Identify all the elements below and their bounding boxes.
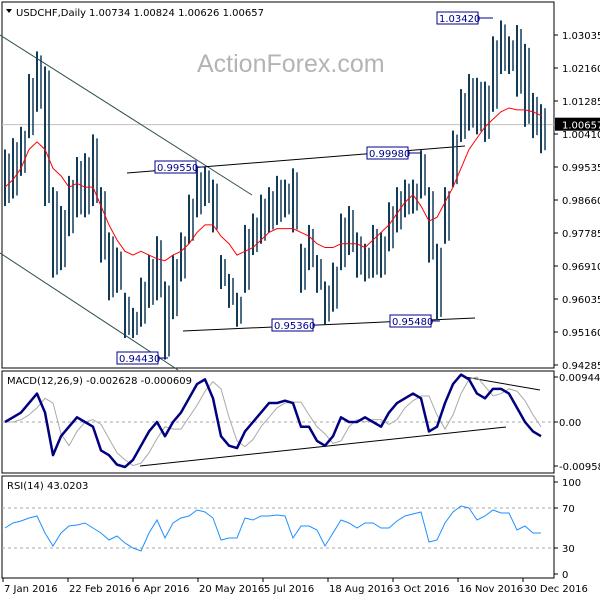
price-tick-label: 0.95160 — [562, 328, 600, 339]
annotation-099550: 0.99550 — [157, 163, 198, 174]
date-tick-label: 16 Nov 2016 — [459, 584, 523, 595]
macd-tick-label: 0.00 — [559, 418, 581, 429]
annotation-095360: 0.95360 — [274, 321, 315, 332]
axes: 1.03035 1.02160 1.01285 1.00410 0.99535 0.986… — [2, 31, 600, 595]
price-layer: 1.03420 0.99550 0.99980 0.95360 0.95480 0.944… — [0, 11, 554, 371]
price-tick-label: 0.98660 — [562, 196, 600, 207]
date-tick-label: 6 Apr 2016 — [134, 584, 189, 595]
macd-line — [4, 373, 542, 469]
macd-tick-label: -0.009588 — [559, 462, 600, 473]
dropdown-triangle-icon[interactable] — [6, 9, 12, 13]
annotation-095480-box — [389, 314, 432, 328]
price-tick-label: 0.96035 — [562, 295, 600, 306]
macd-tick-label: 0.009446 — [559, 373, 600, 384]
macd-resistance-line — [464, 376, 541, 391]
macd-support-line — [139, 426, 507, 467]
annotation-095360-box — [271, 318, 314, 332]
rsi-tick-label: 30 — [562, 544, 575, 555]
rsi-line — [4, 505, 541, 552]
rsi-title: RSI(14) 43.0203 — [7, 481, 88, 492]
date-tick-label: 3 Oct 2016 — [394, 584, 449, 595]
date-tick-label: 30 Dec 2016 — [524, 584, 588, 595]
date-tick-label: 18 Aug 2016 — [329, 584, 393, 595]
annotation-094430-box — [116, 351, 159, 365]
sma-line — [4, 107, 542, 262]
date-tick-label: 7 Jan 2016 — [4, 584, 58, 595]
channel-upper-line — [0, 34, 253, 196]
annotation-099980: 0.99980 — [369, 149, 410, 160]
price-tick-label: 1.01285 — [562, 97, 600, 108]
annotation-high-box — [436, 11, 479, 25]
date-tick-label: 22 Feb 2016 — [69, 584, 131, 595]
price-tick-label: 0.94285 — [562, 361, 600, 372]
macd-signal-line — [5, 376, 542, 467]
rsi-layer — [2, 505, 554, 552]
annotation-high: 1.03420 — [439, 14, 480, 25]
rsi-tick-label: 100 — [562, 478, 581, 489]
date-tick-label: 5 Jul 2016 — [264, 584, 314, 595]
price-panel-frame — [1, 1, 555, 369]
rsi-tick-label: 70 — [562, 504, 575, 515]
annotation-099980-box — [366, 146, 409, 160]
symbol-title: USDCHF,Daily — [16, 8, 86, 19]
ohlc-values: 1.00734 1.00824 1.00626 1.00657 — [89, 8, 264, 19]
annotation-095480: 0.95480 — [392, 317, 433, 328]
price-tick-label: 1.00410 — [562, 130, 600, 141]
annotation-099550-box — [154, 160, 197, 174]
watermark: ActionForex.com — [197, 50, 385, 78]
rsi-panel-frame — [1, 475, 555, 579]
current-price-label: 1.00657 — [562, 121, 600, 132]
current-price-badge — [555, 117, 600, 131]
macd-layer — [2, 373, 554, 469]
macd-title: MACD(12,26,9) -0.002628 -0.000609 — [7, 376, 192, 387]
price-tick-label: 0.99535 — [562, 163, 600, 174]
price-tick-label: 1.02160 — [562, 64, 600, 75]
price-tick-label: 1.03035 — [562, 31, 600, 42]
price-tick-label: 0.97785 — [562, 229, 600, 240]
date-tick-label: 20 May 2016 — [199, 584, 264, 595]
channel-lower-line — [0, 252, 179, 371]
annotation-094430: 0.94430 — [119, 354, 160, 365]
rsi-tick-label: 0 — [562, 570, 568, 581]
price-tick-label: 0.96910 — [562, 262, 600, 273]
